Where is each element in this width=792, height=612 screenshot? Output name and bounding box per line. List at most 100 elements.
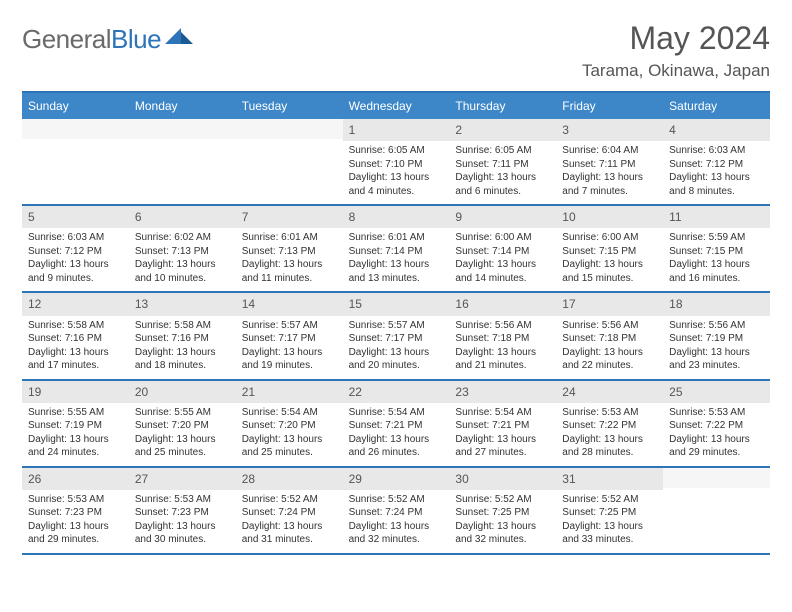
daylight-line: Daylight: 13 hours and 18 minutes. — [135, 346, 230, 373]
sunrise-line: Sunrise: 5:53 AM — [669, 406, 764, 420]
day-details: Sunrise: 5:53 AMSunset: 7:23 PMDaylight:… — [129, 490, 236, 553]
week-row: 12Sunrise: 5:58 AMSunset: 7:16 PMDayligh… — [22, 293, 770, 380]
day-cell: 20Sunrise: 5:55 AMSunset: 7:20 PMDayligh… — [129, 381, 236, 466]
day-cell: 25Sunrise: 5:53 AMSunset: 7:22 PMDayligh… — [663, 381, 770, 466]
week-row: 5Sunrise: 6:03 AMSunset: 7:12 PMDaylight… — [22, 206, 770, 293]
sunrise-line: Sunrise: 5:56 AM — [455, 319, 550, 333]
day-details: Sunrise: 5:52 AMSunset: 7:24 PMDaylight:… — [343, 490, 450, 553]
day-details: Sunrise: 5:56 AMSunset: 7:18 PMDaylight:… — [449, 316, 556, 379]
day-details: Sunrise: 5:56 AMSunset: 7:19 PMDaylight:… — [663, 316, 770, 379]
day-number: 7 — [236, 206, 343, 228]
day-cell: 9Sunrise: 6:00 AMSunset: 7:14 PMDaylight… — [449, 206, 556, 291]
day-details: Sunrise: 5:54 AMSunset: 7:20 PMDaylight:… — [236, 403, 343, 466]
sunrise-line: Sunrise: 5:54 AM — [349, 406, 444, 420]
day-cell: 14Sunrise: 5:57 AMSunset: 7:17 PMDayligh… — [236, 293, 343, 378]
day-number-empty — [236, 119, 343, 139]
day-header: Tuesday — [236, 93, 343, 119]
day-number: 8 — [343, 206, 450, 228]
daylight-line: Daylight: 13 hours and 4 minutes. — [349, 171, 444, 198]
day-number: 24 — [556, 381, 663, 403]
week-row: 26Sunrise: 5:53 AMSunset: 7:23 PMDayligh… — [22, 468, 770, 555]
day-number: 26 — [22, 468, 129, 490]
sunset-line: Sunset: 7:18 PM — [455, 332, 550, 346]
day-number: 10 — [556, 206, 663, 228]
daylight-line: Daylight: 13 hours and 22 minutes. — [562, 346, 657, 373]
day-cell: 23Sunrise: 5:54 AMSunset: 7:21 PMDayligh… — [449, 381, 556, 466]
day-details: Sunrise: 5:55 AMSunset: 7:20 PMDaylight:… — [129, 403, 236, 466]
sunrise-line: Sunrise: 6:01 AM — [349, 231, 444, 245]
logo-text-gray: General — [22, 24, 111, 55]
daylight-line: Daylight: 13 hours and 10 minutes. — [135, 258, 230, 285]
day-header: Saturday — [663, 93, 770, 119]
day-number: 6 — [129, 206, 236, 228]
day-cell — [22, 119, 129, 204]
sunset-line: Sunset: 7:19 PM — [28, 419, 123, 433]
day-details: Sunrise: 5:58 AMSunset: 7:16 PMDaylight:… — [129, 316, 236, 379]
sunset-line: Sunset: 7:19 PM — [669, 332, 764, 346]
day-number: 13 — [129, 293, 236, 315]
weeks-container: 1Sunrise: 6:05 AMSunset: 7:10 PMDaylight… — [22, 119, 770, 555]
sunset-line: Sunset: 7:24 PM — [242, 506, 337, 520]
day-cell: 29Sunrise: 5:52 AMSunset: 7:24 PMDayligh… — [343, 468, 450, 553]
sunset-line: Sunset: 7:21 PM — [455, 419, 550, 433]
sunset-line: Sunset: 7:20 PM — [242, 419, 337, 433]
sunrise-line: Sunrise: 6:04 AM — [562, 144, 657, 158]
day-details: Sunrise: 5:53 AMSunset: 7:22 PMDaylight:… — [663, 403, 770, 466]
day-cell: 2Sunrise: 6:05 AMSunset: 7:11 PMDaylight… — [449, 119, 556, 204]
daylight-line: Daylight: 13 hours and 20 minutes. — [349, 346, 444, 373]
daylight-line: Daylight: 13 hours and 30 minutes. — [135, 520, 230, 547]
sunrise-line: Sunrise: 5:52 AM — [242, 493, 337, 507]
day-details: Sunrise: 6:01 AMSunset: 7:13 PMDaylight:… — [236, 228, 343, 291]
daylight-line: Daylight: 13 hours and 9 minutes. — [28, 258, 123, 285]
day-number: 4 — [663, 119, 770, 141]
sunrise-line: Sunrise: 5:54 AM — [242, 406, 337, 420]
daylight-line: Daylight: 13 hours and 16 minutes. — [669, 258, 764, 285]
sunset-line: Sunset: 7:25 PM — [562, 506, 657, 520]
sunrise-line: Sunrise: 5:55 AM — [28, 406, 123, 420]
day-details: Sunrise: 5:54 AMSunset: 7:21 PMDaylight:… — [449, 403, 556, 466]
day-details: Sunrise: 6:00 AMSunset: 7:14 PMDaylight:… — [449, 228, 556, 291]
sunrise-line: Sunrise: 5:58 AM — [28, 319, 123, 333]
day-header: Monday — [129, 93, 236, 119]
daylight-line: Daylight: 13 hours and 23 minutes. — [669, 346, 764, 373]
daylight-line: Daylight: 13 hours and 33 minutes. — [562, 520, 657, 547]
day-details: Sunrise: 5:59 AMSunset: 7:15 PMDaylight:… — [663, 228, 770, 291]
week-row: 1Sunrise: 6:05 AMSunset: 7:10 PMDaylight… — [22, 119, 770, 206]
day-cell: 3Sunrise: 6:04 AMSunset: 7:11 PMDaylight… — [556, 119, 663, 204]
day-number: 31 — [556, 468, 663, 490]
sunrise-line: Sunrise: 6:01 AM — [242, 231, 337, 245]
title-block: May 2024 Tarama, Okinawa, Japan — [582, 20, 770, 81]
sunrise-line: Sunrise: 6:03 AM — [669, 144, 764, 158]
sunset-line: Sunset: 7:12 PM — [669, 158, 764, 172]
day-number: 5 — [22, 206, 129, 228]
day-details: Sunrise: 5:54 AMSunset: 7:21 PMDaylight:… — [343, 403, 450, 466]
daylight-line: Daylight: 13 hours and 8 minutes. — [669, 171, 764, 198]
day-number: 27 — [129, 468, 236, 490]
day-details: Sunrise: 6:03 AMSunset: 7:12 PMDaylight:… — [22, 228, 129, 291]
day-cell: 21Sunrise: 5:54 AMSunset: 7:20 PMDayligh… — [236, 381, 343, 466]
daylight-line: Daylight: 13 hours and 25 minutes. — [242, 433, 337, 460]
sunrise-line: Sunrise: 5:56 AM — [669, 319, 764, 333]
day-number-empty — [22, 119, 129, 139]
day-number: 11 — [663, 206, 770, 228]
day-details: Sunrise: 5:53 AMSunset: 7:23 PMDaylight:… — [22, 490, 129, 553]
day-cell — [129, 119, 236, 204]
day-number: 18 — [663, 293, 770, 315]
day-cell: 28Sunrise: 5:52 AMSunset: 7:24 PMDayligh… — [236, 468, 343, 553]
day-number: 2 — [449, 119, 556, 141]
sunset-line: Sunset: 7:11 PM — [562, 158, 657, 172]
sunset-line: Sunset: 7:22 PM — [669, 419, 764, 433]
sunrise-line: Sunrise: 5:54 AM — [455, 406, 550, 420]
day-cell: 10Sunrise: 6:00 AMSunset: 7:15 PMDayligh… — [556, 206, 663, 291]
sunrise-line: Sunrise: 5:53 AM — [562, 406, 657, 420]
daylight-line: Daylight: 13 hours and 7 minutes. — [562, 171, 657, 198]
sunrise-line: Sunrise: 6:03 AM — [28, 231, 123, 245]
day-cell: 13Sunrise: 5:58 AMSunset: 7:16 PMDayligh… — [129, 293, 236, 378]
day-cell: 1Sunrise: 6:05 AMSunset: 7:10 PMDaylight… — [343, 119, 450, 204]
day-header: Thursday — [449, 93, 556, 119]
day-number: 23 — [449, 381, 556, 403]
day-number: 15 — [343, 293, 450, 315]
day-number: 28 — [236, 468, 343, 490]
sunset-line: Sunset: 7:11 PM — [455, 158, 550, 172]
daylight-line: Daylight: 13 hours and 6 minutes. — [455, 171, 550, 198]
